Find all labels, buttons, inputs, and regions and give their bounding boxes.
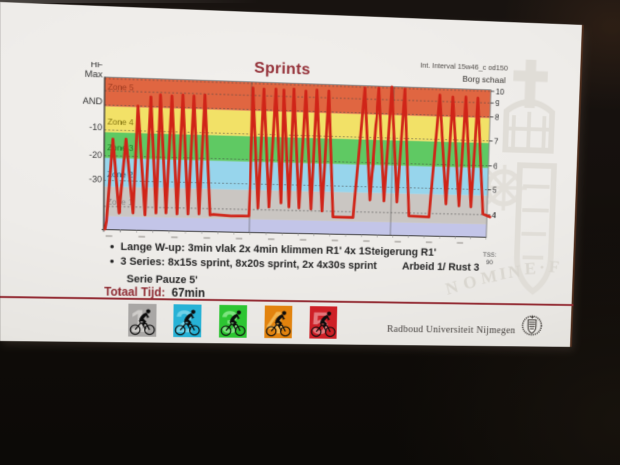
svg-text:6: 6 [493,162,498,170]
svg-text:5: 5 [311,307,329,340]
svg-text:HF: HF [91,62,104,69]
svg-text:2: 2 [176,305,194,338]
svg-text:Zone 4: Zone 4 [107,117,133,127]
svg-text:-30: -30 [89,174,102,184]
svg-text:-20: -20 [89,150,102,160]
svg-text:9: 9 [495,99,500,108]
svg-text:AND: AND [82,96,102,107]
svg-text:3: 3 [221,306,239,339]
svg-text:5: 5 [492,186,497,194]
svg-text:Zone 5: Zone 5 [108,82,134,92]
svg-text:10: 10 [495,88,504,97]
svg-text:8: 8 [495,113,500,122]
svg-text:7: 7 [494,138,499,146]
svg-text:4: 4 [266,306,285,339]
svg-text:4: 4 [492,211,497,219]
svg-text:1: 1 [130,305,148,338]
svg-text:Zone 3: Zone 3 [107,143,133,153]
svg-text:Max: Max [85,69,103,80]
svg-text:-10: -10 [89,122,102,132]
svg-text:Zone 2: Zone 2 [107,169,133,179]
